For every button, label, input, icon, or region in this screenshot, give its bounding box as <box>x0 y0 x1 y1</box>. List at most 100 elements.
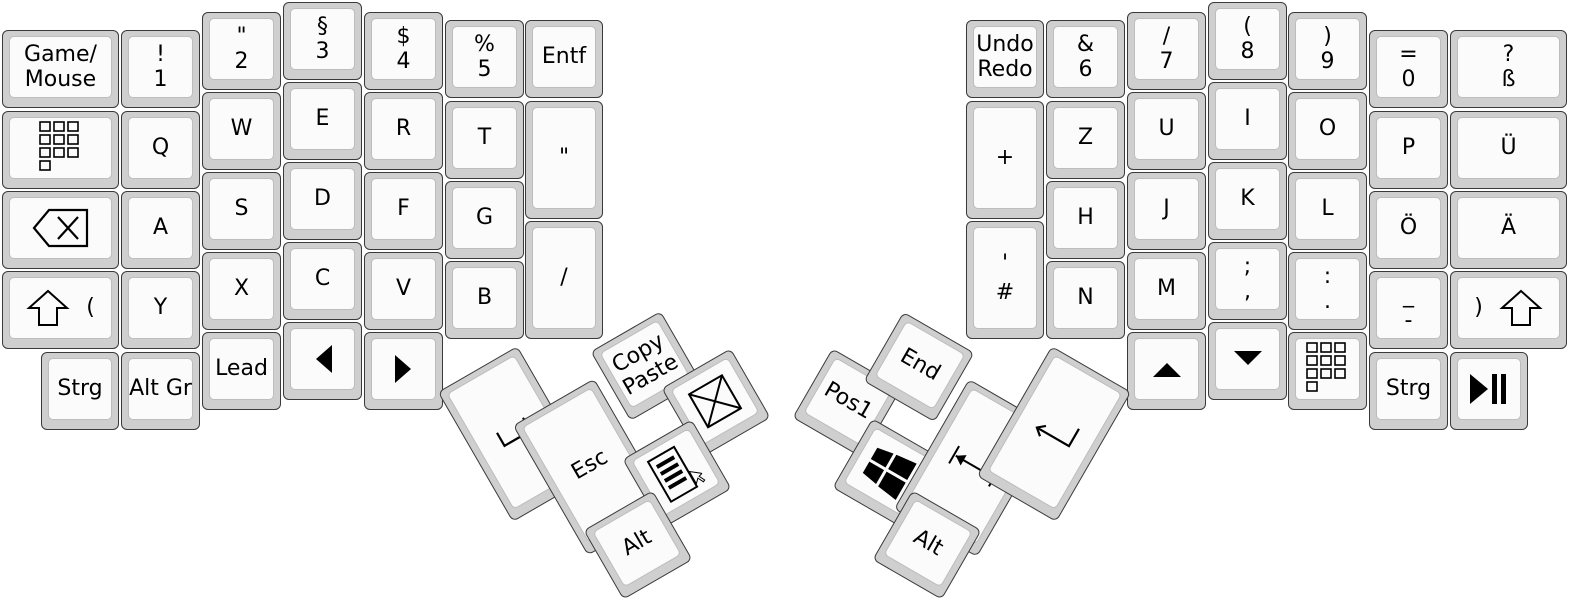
keycap-face: ? ß <box>1457 36 1560 98</box>
key-label <box>1027 406 1084 458</box>
key-label: ' # <box>996 249 1014 308</box>
key-period: :. <box>1288 252 1367 330</box>
key-legend-top: ; <box>1243 253 1252 279</box>
key-legend-top: Esc <box>567 444 613 486</box>
key-label <box>1232 349 1264 369</box>
key-ae: Ä <box>1450 191 1567 269</box>
key-label: O <box>1319 116 1336 141</box>
key-label: W <box>231 116 253 141</box>
key-3: § 3 <box>283 2 362 80</box>
key-label: § 3 <box>316 14 330 65</box>
key-label: Alt Gr <box>129 376 192 401</box>
key-label: E <box>316 106 330 131</box>
key-slash: / <box>525 221 603 339</box>
key-label <box>1151 359 1183 379</box>
keycap-face <box>987 354 1123 510</box>
key-label: ! 1 <box>154 42 168 93</box>
keycap-face: § 3 <box>290 8 355 70</box>
key-5: % 5 <box>445 20 524 98</box>
key-legend-top: § <box>317 13 328 39</box>
key-n: N <box>1046 261 1125 339</box>
key-label: Ö <box>1400 215 1417 240</box>
keycap-face: K <box>1215 168 1280 230</box>
key-z: Z <box>1046 101 1125 179</box>
key-label <box>312 343 334 375</box>
key-label: Q <box>152 135 169 160</box>
key-s: S <box>202 172 281 250</box>
key-label: G <box>476 205 493 230</box>
keycap-face: U <box>1134 98 1199 160</box>
key-legend-top: Strg <box>1385 376 1432 402</box>
keycap-face <box>670 357 760 446</box>
key-legend-top: Ü <box>1500 135 1517 161</box>
key-label: (8 <box>1241 14 1255 65</box>
key-enter <box>976 346 1132 522</box>
key-legend-top: Pos1 <box>819 377 877 425</box>
key-arrow-up <box>1127 332 1206 410</box>
key-legend-top: T <box>477 125 492 151</box>
key-label: R <box>396 116 411 141</box>
key-label: $4 <box>397 24 411 75</box>
key-i: I <box>1208 82 1287 160</box>
keycap-face <box>290 328 355 390</box>
key-legend-bottom: - <box>1404 308 1413 333</box>
key-legend-top: Alt <box>908 524 948 562</box>
key-legend-top: / <box>560 265 568 291</box>
key-legend-top: Alt <box>617 524 657 562</box>
key-f: F <box>364 172 443 250</box>
key-legend-top: Ä <box>1500 215 1517 241</box>
keycap-face <box>9 197 112 259</box>
keycap-face: J <box>1134 178 1199 240</box>
keycap-face <box>371 338 436 400</box>
keycap-face <box>1134 338 1199 400</box>
key-sz: ? ß <box>1450 30 1567 108</box>
key-legend-top: ? <box>1502 41 1515 67</box>
keycap-face <box>843 427 933 516</box>
key-h: H <box>1046 181 1125 259</box>
key-legend-top: S <box>234 196 249 222</box>
keycap-face: Alt Gr <box>128 358 193 420</box>
keycap-face: Strg <box>1376 358 1441 420</box>
key-legend-top: Strg <box>57 376 103 402</box>
key-legend-top: R <box>395 116 412 142</box>
key-legend-bottom: ß <box>1501 67 1516 92</box>
keycap-face: & 6 <box>1053 26 1118 88</box>
key-label: Entf <box>542 44 586 69</box>
key-legend-top: Ö <box>1399 215 1418 241</box>
key-label: X <box>234 276 249 301</box>
key-label: Y <box>154 295 167 320</box>
key-label: :. <box>1324 264 1331 315</box>
triangle-right-icon <box>393 353 415 385</box>
keycap-face: X <box>209 258 274 320</box>
key-legend-bottom: Redo <box>977 57 1033 82</box>
key-0: = 0 <box>1369 30 1448 108</box>
keycap-face: Game/Mouse <box>9 36 112 98</box>
keycap-face: W <box>209 98 274 160</box>
key-1: ! 1 <box>121 30 200 108</box>
keycap-face: + <box>973 107 1037 209</box>
key-minus: _ - <box>1369 271 1448 349</box>
key-label <box>31 207 91 249</box>
key-lead: Lead <box>202 332 281 410</box>
key-label: " <box>559 143 569 172</box>
numpad-icon <box>38 121 83 175</box>
key-legend-top: N <box>1077 285 1094 311</box>
keycap-face: R <box>371 98 436 160</box>
key-legend-top: : <box>1323 263 1332 289</box>
key-label: B <box>477 285 492 310</box>
keycap-face: Ö <box>1376 197 1441 259</box>
key-legend-top: O <box>1318 116 1337 142</box>
key-label: Ä <box>1501 215 1516 240</box>
key-ue: Ü <box>1450 111 1567 189</box>
key-alt-gr: Alt Gr <box>121 352 200 430</box>
key-legend-bottom: . <box>1323 289 1331 314</box>
keycap-face: P <box>1376 117 1441 179</box>
key-legend-bottom: 0 <box>1401 67 1416 92</box>
key-legend-top: J <box>1163 196 1170 222</box>
keycap-face: " 2 <box>209 18 274 80</box>
key-legend-top: Entf <box>541 44 587 70</box>
keycap-face: :. <box>1295 258 1360 320</box>
key-label: K <box>1240 186 1254 211</box>
key-legend-top: ' <box>1001 250 1009 276</box>
